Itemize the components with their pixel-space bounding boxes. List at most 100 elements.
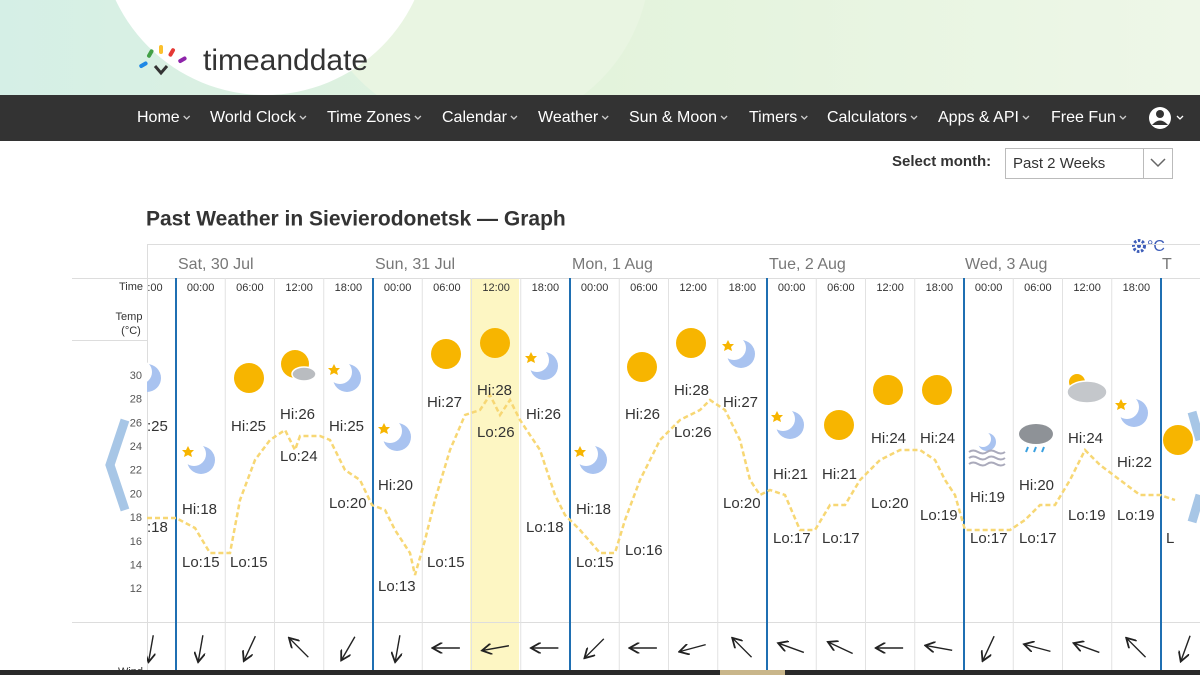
weather-icon [574, 442, 607, 474]
select-value[interactable]: Past 2 Weeks [1013, 155, 1105, 172]
temp-annotation: Lo:19 [920, 507, 958, 524]
weather-icon [378, 419, 411, 451]
nav-item[interactable]: Time Zones [327, 109, 411, 126]
y-tick-label: 24 [130, 441, 142, 453]
temp-annotation: Lo:13 [378, 578, 416, 595]
weather-icon [182, 442, 215, 474]
wind-arrow [585, 638, 605, 657]
temp-annotation: Hi:25 [329, 418, 364, 435]
nav-item[interactable]: Timers [749, 109, 797, 126]
unit[interactable]: °C [1147, 238, 1165, 255]
taskbar [0, 670, 1200, 675]
user-icon[interactable] [1149, 107, 1184, 129]
temp-annotation: Hi:24 [920, 430, 955, 447]
weather-icon [480, 328, 510, 358]
nav-item[interactable]: Weather [538, 109, 599, 126]
temp-annotation: Hi:27 [723, 394, 758, 411]
nav-chevron [299, 115, 307, 120]
nav-item[interactable]: Home [137, 109, 180, 126]
nav-item[interactable]: Sun & Moon [629, 109, 717, 126]
time-cell: 06:00 [630, 282, 658, 294]
next-arrow[interactable] [1187, 410, 1200, 524]
nav-item[interactable]: Calendar [442, 109, 508, 126]
day-header: Wed, 3 Aug [965, 256, 1047, 273]
temp-annotation: Hi:26 [280, 406, 315, 423]
nav-item[interactable]: Apps & API [938, 109, 1019, 126]
logo-mark[interactable] [139, 45, 188, 76]
nav-chevron [510, 115, 518, 120]
wind-arrow [244, 635, 257, 660]
temp-annotation: Lo:17 [970, 530, 1008, 547]
weather-icon [627, 352, 657, 382]
wind-arrow [1181, 635, 1191, 660]
temp-annotation: :18 [147, 519, 168, 536]
weather-icon [1018, 423, 1054, 453]
temperature-curve [147, 392, 1176, 576]
temp-annotation: Lo:24 [280, 448, 318, 465]
temp-annotation: Hi:28 [477, 382, 512, 399]
wind-arrow [733, 639, 753, 658]
nav-chevron [720, 115, 728, 120]
temp-annotation: Hi:26 [526, 406, 561, 423]
time-cell: 18:00 [532, 282, 560, 294]
temp-annotation: Lo:18 [526, 519, 564, 536]
nav-chevron [414, 115, 422, 120]
temp-annotation: Lo:15 [427, 554, 465, 571]
temp-annotation: Hi:22 [1117, 454, 1152, 471]
time-cell: 06:00 [1024, 282, 1052, 294]
wind-arrow [927, 646, 953, 651]
logo[interactable]: timeanddate [203, 44, 368, 77]
day-header: Sat, 30 Jul [178, 256, 254, 273]
temp-annotation: Lo:20 [871, 495, 909, 512]
graph-text: Sat, 30 Jul Sun, 31 Jul Mon, 1 Aug Tue, 2 A… [116, 256, 1175, 675]
time-cell: 18:00 [729, 282, 757, 294]
time-cell: 00:00 [975, 282, 1003, 294]
nav-item[interactable]: World Clock [210, 109, 297, 126]
nav-chevron [910, 115, 918, 120]
unit-toggle[interactable] [1132, 239, 1146, 253]
wind-arrow [779, 644, 805, 654]
weather-icon [1066, 373, 1108, 404]
weather-icon [824, 410, 854, 440]
wind-arrows [149, 635, 1191, 661]
temp-annotation: Lo:19 [1117, 507, 1155, 524]
wind-arrow [681, 645, 706, 652]
wind-arrow [829, 643, 853, 655]
nav-chevron [800, 115, 808, 120]
temp-annotation: Hi:20 [378, 477, 413, 494]
temp-annotation: Lo:15 [182, 554, 220, 571]
temp-annotation: Lo:15 [230, 554, 268, 571]
weather-icon [873, 375, 903, 405]
wind-arrow [395, 635, 400, 661]
wind-arrow [290, 639, 309, 658]
temp-annotation: Lo:17 [1019, 530, 1057, 547]
time-cell: 06:00 [433, 282, 461, 294]
time-cell: 12:00 [679, 282, 707, 294]
graph [72, 244, 1200, 670]
time-cell: 06:00 [827, 282, 855, 294]
nav-item[interactable]: Free Fun [1051, 109, 1116, 126]
temp-annotation: Hi:28 [674, 382, 709, 399]
temp-annotation: Lo:16 [625, 542, 663, 559]
weather-icon [431, 339, 461, 369]
prev-arrow[interactable] [105, 418, 130, 512]
wind-arrow [198, 635, 203, 661]
nav-bar [0, 95, 1200, 141]
y-tick-label: 26 [130, 417, 142, 429]
y-tick-label: 28 [130, 394, 142, 406]
nav-item[interactable]: Calculators [827, 109, 907, 126]
time-cell: 06:00 [236, 282, 264, 294]
temp-annotation: Hi:24 [1068, 430, 1103, 447]
nav-chevron [1119, 115, 1127, 120]
header [0, 0, 1200, 95]
y-tick-label: 30 [130, 370, 142, 382]
wind-arrow [342, 636, 356, 660]
month-select[interactable] [1005, 148, 1173, 179]
taskbar-item [720, 670, 785, 675]
time-cell: 00:00 [778, 282, 806, 294]
time-cell: 18:00 [926, 282, 954, 294]
temp-annotation: Lo:15 [576, 554, 614, 571]
temp-annotation: Lo:17 [773, 530, 811, 547]
day-header: Sun, 31 Jul [375, 256, 455, 273]
wind-arrow [1127, 639, 1147, 658]
